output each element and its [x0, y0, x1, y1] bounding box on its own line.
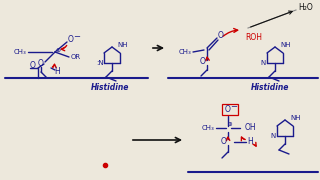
Text: NH: NH	[280, 42, 291, 48]
Text: NH: NH	[290, 115, 300, 121]
Text: ROH: ROH	[245, 33, 262, 42]
Text: H₂O: H₂O	[298, 3, 313, 12]
Text: CH₃: CH₃	[202, 125, 214, 131]
Text: O: O	[218, 31, 224, 40]
Text: :N: :N	[96, 60, 104, 66]
Text: O: O	[200, 57, 206, 66]
Text: CH₃: CH₃	[14, 49, 26, 55]
Text: OH: OH	[245, 123, 257, 132]
Text: Histidine: Histidine	[251, 84, 289, 93]
Text: Histidine: Histidine	[91, 84, 129, 93]
Text: O: O	[221, 138, 227, 147]
Text: N: N	[260, 60, 266, 66]
Text: O: O	[38, 60, 44, 69]
Text: O: O	[68, 35, 74, 44]
Text: O: O	[225, 105, 231, 114]
Text: O: O	[30, 62, 36, 71]
Text: N: N	[270, 133, 276, 139]
Text: ⊕: ⊕	[55, 48, 60, 53]
Text: H: H	[54, 68, 60, 76]
Text: −: −	[74, 33, 81, 42]
Text: OR: OR	[71, 54, 81, 60]
Text: NH: NH	[117, 42, 127, 48]
Text: H: H	[247, 138, 253, 147]
Text: ⊕: ⊕	[228, 123, 232, 127]
Text: −: −	[230, 102, 237, 111]
Text: CH₃: CH₃	[179, 49, 191, 55]
